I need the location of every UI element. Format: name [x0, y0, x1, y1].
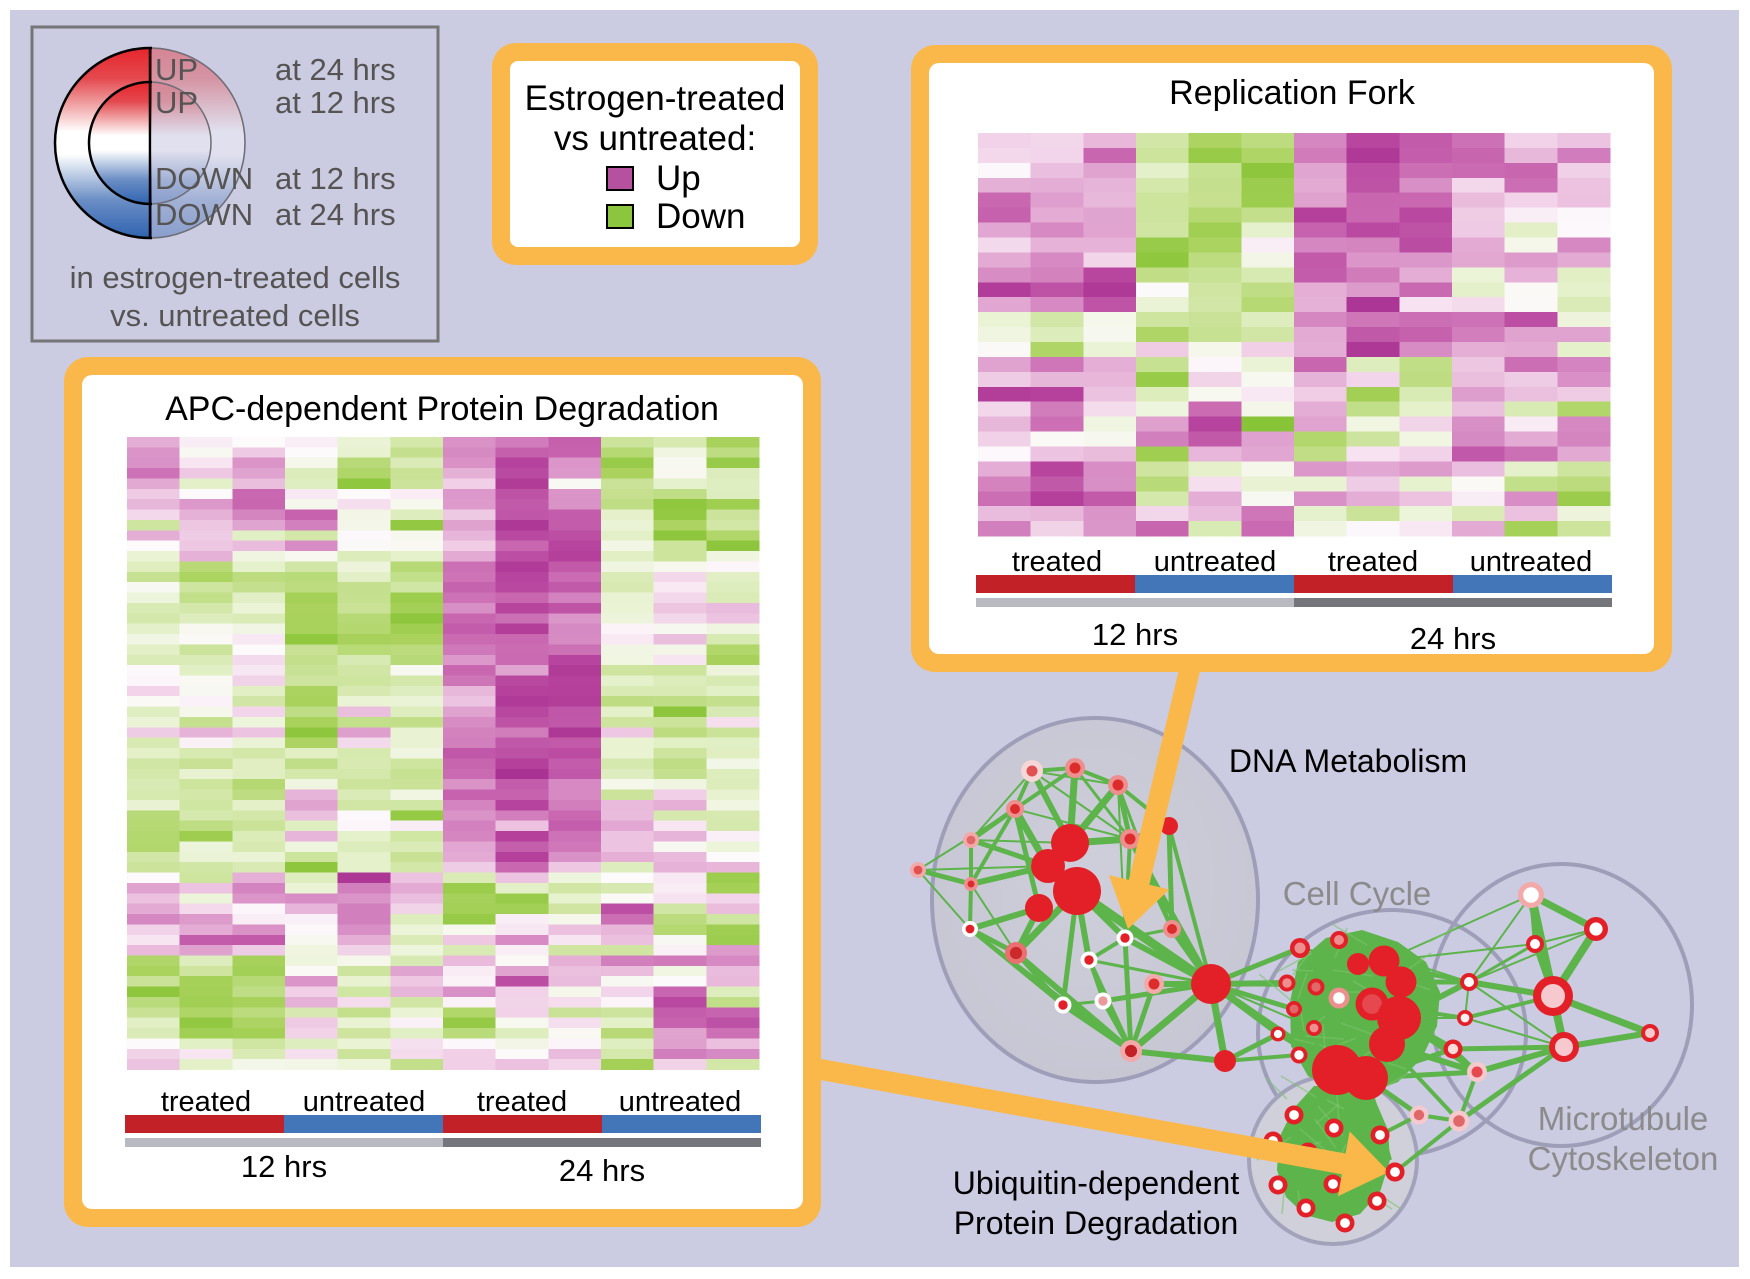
svg-text:12 hrs: 12 hrs — [1092, 617, 1178, 652]
svg-text:at 24 hrs: at 24 hrs — [275, 197, 396, 232]
svg-text:at 12 hrs: at 12 hrs — [275, 85, 396, 120]
svg-text:Microtubule: Microtubule — [1538, 1100, 1709, 1137]
svg-text:untreated: untreated — [1470, 546, 1593, 578]
svg-text:treated: treated — [477, 1086, 567, 1118]
svg-text:UP: UP — [155, 85, 198, 120]
svg-text:Replication Fork: Replication Fork — [1169, 74, 1416, 112]
svg-text:Cell Cycle: Cell Cycle — [1283, 875, 1432, 912]
svg-text:at 24 hrs: at 24 hrs — [275, 52, 396, 87]
svg-text:24 hrs: 24 hrs — [1410, 621, 1496, 656]
svg-text:treated: treated — [1012, 546, 1102, 578]
svg-text:vs. untreated cells: vs. untreated cells — [110, 298, 360, 333]
svg-text:Up: Up — [656, 159, 701, 198]
svg-text:untreated: untreated — [1154, 546, 1277, 578]
svg-text:in estrogen-treated cells: in estrogen-treated cells — [70, 260, 401, 295]
svg-text:untreated: untreated — [619, 1086, 742, 1118]
svg-text:12 hrs: 12 hrs — [241, 1149, 327, 1184]
svg-text:Protein Degradation: Protein Degradation — [954, 1205, 1239, 1241]
svg-text:at 12 hrs: at 12 hrs — [275, 161, 396, 196]
svg-text:treated: treated — [1328, 546, 1418, 578]
svg-text:APC-dependent Protein Degradat: APC-dependent Protein Degradation — [165, 390, 719, 428]
svg-text:DNA Metabolism: DNA Metabolism — [1229, 743, 1467, 779]
svg-text:treated: treated — [161, 1086, 251, 1118]
svg-text:DOWN: DOWN — [155, 197, 253, 232]
svg-text:UP: UP — [155, 52, 198, 87]
svg-text:Estrogen-treated: Estrogen-treated — [525, 79, 786, 118]
svg-text:DOWN: DOWN — [155, 161, 253, 196]
svg-text:vs untreated:: vs untreated: — [554, 119, 756, 158]
svg-text:untreated: untreated — [303, 1086, 426, 1118]
svg-text:24 hrs: 24 hrs — [559, 1153, 645, 1188]
svg-text:Down: Down — [656, 197, 745, 236]
svg-text:Ubiquitin-dependent: Ubiquitin-dependent — [953, 1165, 1240, 1201]
svg-text:Cytoskeleton: Cytoskeleton — [1528, 1140, 1719, 1177]
